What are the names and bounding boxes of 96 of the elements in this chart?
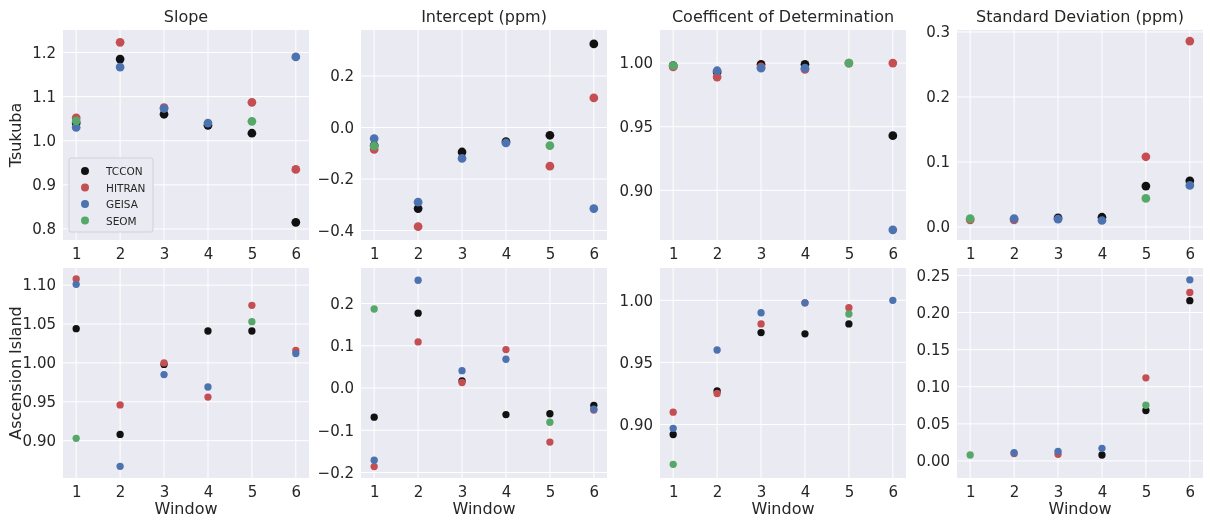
- x-tick-label: 1: [369, 482, 380, 501]
- y-tick-label: 0.9: [32, 176, 56, 195]
- x-tick-label: 6: [589, 482, 600, 501]
- y-tick-label: 0.05: [916, 415, 950, 434]
- x-tick-label: 6: [291, 244, 302, 263]
- x-tick-label: 3: [1053, 482, 1064, 501]
- x-axis-title: Window: [751, 499, 815, 518]
- y-tick-label: 0.95: [619, 118, 653, 137]
- x-tick-label: 3: [457, 482, 468, 501]
- x-tick-label: 5: [1141, 482, 1152, 501]
- x-tick-label: 6: [888, 244, 899, 263]
- y-tick-label: 0.8: [32, 220, 56, 239]
- x-tick-label: 1: [369, 244, 380, 263]
- y-tick-label: 0.2: [330, 67, 354, 86]
- y-tick-label: 0.10: [916, 378, 950, 397]
- x-tick-label: 3: [756, 482, 767, 501]
- x-tick-label: 4: [501, 244, 512, 263]
- y-tick-label: 1.00: [619, 291, 653, 310]
- x-tick-label: 5: [247, 482, 258, 501]
- x-tick-label: 5: [545, 482, 556, 501]
- x-tick-label: 6: [1185, 244, 1196, 263]
- legend-label: GEISA: [106, 198, 139, 210]
- x-tick-label: 1: [668, 244, 679, 263]
- y-tick-label: 0.95: [22, 393, 56, 412]
- y-tick-label: −0.4: [317, 221, 354, 240]
- x-tick-label: 3: [159, 244, 170, 263]
- x-tick-label: 1: [965, 482, 976, 501]
- y-tick-label: −0.1: [317, 421, 354, 440]
- y-tick-label: 0.90: [619, 181, 653, 200]
- y-tick-label: 0.3: [926, 23, 950, 42]
- x-tick-label: 4: [800, 244, 811, 263]
- y-tick-label: 0.25: [916, 266, 950, 285]
- x-axis-title: Window: [154, 499, 218, 518]
- y-tick-label: 0.95: [619, 353, 653, 372]
- x-tick-label: 6: [291, 482, 302, 501]
- x-tick-label: 3: [159, 482, 170, 501]
- x-tick-label: 6: [589, 244, 600, 263]
- y-axis-title: Tsukuba: [6, 102, 25, 169]
- y-tick-label: 0.90: [22, 431, 56, 450]
- x-tick-label: 4: [1097, 482, 1108, 501]
- y-tick-label: 0.2: [926, 88, 950, 107]
- y-tick-label: 0.0: [330, 379, 354, 398]
- x-tick-label: 5: [247, 244, 258, 263]
- x-axis-title: Window: [452, 499, 516, 518]
- x-tick-label: 5: [1141, 244, 1152, 263]
- x-axis-title: Window: [1048, 499, 1112, 518]
- x-tick-label: 2: [1009, 482, 1020, 501]
- y-tick-label: 0.90: [619, 415, 653, 434]
- x-tick-label: 2: [115, 482, 126, 501]
- x-tick-label: 3: [756, 244, 767, 263]
- y-tick-label: 0.2: [330, 294, 354, 313]
- y-tick-label: 1.00: [619, 54, 653, 73]
- chart-title: Standard Deviation (ppm): [976, 7, 1184, 26]
- x-tick-label: 4: [203, 244, 214, 263]
- y-tick-label: 1.0: [32, 132, 56, 151]
- y-tick-label: 1.00: [22, 354, 56, 373]
- y-tick-label: 1.2: [32, 43, 56, 62]
- x-tick-label: 1: [668, 482, 679, 501]
- y-tick-label: −0.2: [317, 463, 354, 482]
- x-tick-label: 5: [844, 482, 855, 501]
- x-tick-label: 1: [71, 482, 82, 501]
- x-tick-label: 3: [1053, 244, 1064, 263]
- chart-title: Intercept (ppm): [421, 7, 547, 26]
- legend-label: TCCON: [105, 165, 143, 177]
- legend-label: HITRAN: [106, 181, 146, 194]
- y-tick-label: 1.1: [32, 87, 56, 106]
- x-tick-label: 4: [501, 482, 512, 501]
- x-tick-label: 2: [712, 482, 723, 501]
- x-tick-label: 2: [413, 244, 424, 263]
- y-tick-label: 0.0: [330, 118, 354, 137]
- x-tick-label: 1: [71, 244, 82, 263]
- y-tick-label: 0.1: [330, 337, 354, 356]
- x-tick-label: 1: [965, 244, 976, 263]
- x-tick-label: 4: [800, 482, 811, 501]
- y-tick-label: 1.10: [22, 276, 56, 295]
- y-tick-label: 0.1: [926, 153, 950, 172]
- chart-title: Slope: [163, 7, 209, 26]
- x-tick-label: 6: [888, 482, 899, 501]
- chart-title: Coefficent of Determination: [671, 7, 895, 26]
- y-tick-label: −0.2: [317, 170, 354, 189]
- y-tick-label: 0.0: [926, 218, 950, 237]
- x-tick-label: 5: [545, 244, 556, 263]
- y-tick-label: 0.15: [916, 340, 950, 359]
- x-tick-label: 3: [457, 244, 468, 263]
- x-tick-label: 2: [115, 244, 126, 263]
- x-tick-label: 4: [1097, 244, 1108, 263]
- y-tick-label: 0.00: [916, 452, 950, 471]
- x-tick-label: 6: [1185, 482, 1196, 501]
- y-tick-label: 0.20: [916, 303, 950, 322]
- x-tick-label: 4: [203, 482, 214, 501]
- x-tick-label: 5: [844, 244, 855, 263]
- x-tick-label: 2: [413, 482, 424, 501]
- y-tick-label: 1.05: [22, 315, 56, 334]
- legend-label: SEOM: [106, 214, 137, 227]
- x-tick-label: 2: [1009, 244, 1020, 263]
- x-tick-label: 2: [712, 244, 723, 263]
